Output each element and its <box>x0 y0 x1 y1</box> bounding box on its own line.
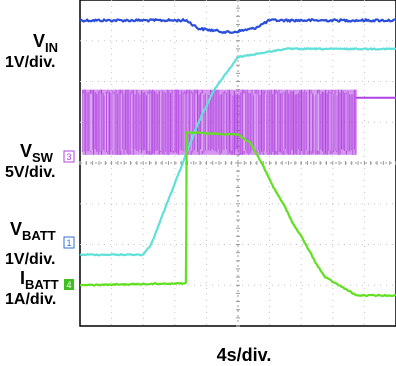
channel-marker-1-text: 1 <box>66 238 71 248</box>
label-vbatt: VBATT 1V/div. <box>5 219 56 268</box>
channel-marker-1: 1 <box>63 236 75 249</box>
channel-marker-3-text: 3 <box>66 152 71 162</box>
label-vin: VIN 1V/div. <box>5 31 58 71</box>
trace-vbatt <box>79 47 396 257</box>
vin-scale: 1V/div. <box>5 54 55 71</box>
trace-ibatt <box>79 130 396 298</box>
svg-text:VSW: VSW <box>20 141 54 165</box>
channel-marker-3: 3 <box>63 150 75 163</box>
trace-vsw <box>81 89 396 155</box>
vbatt-scale: 1V/div. <box>5 251 55 268</box>
traces <box>79 18 396 298</box>
svg-text:IBATT: IBATT <box>20 268 59 292</box>
trace-vin <box>79 18 396 34</box>
vsw-scale: 5V/div. <box>5 164 55 181</box>
svg-text:VIN: VIN <box>33 31 58 55</box>
vsw-label-main: V <box>20 141 32 161</box>
x-scale-label: 4s/div. <box>217 345 272 365</box>
vsw-label-sub: SW <box>32 150 54 165</box>
vbatt-label-main: V <box>10 219 22 239</box>
channel-marker-4-text: 4 <box>66 280 71 290</box>
plot-grid <box>79 0 396 327</box>
vin-label-sub: IN <box>45 40 58 55</box>
ibatt-scale: 1A/div. <box>5 291 56 308</box>
ibatt-label-sub: BATT <box>25 277 59 292</box>
vbatt-label-sub: BATT <box>22 228 56 243</box>
ibatt-label-main: I <box>20 268 25 288</box>
vin-label-main: V <box>33 31 45 51</box>
label-ibatt: IBATT 1A/div. <box>5 268 59 308</box>
label-vsw: VSW 5V/div. <box>5 141 55 181</box>
svg-text:VBATT: VBATT <box>10 219 56 243</box>
channel-marker-4: 4 <box>64 279 74 290</box>
